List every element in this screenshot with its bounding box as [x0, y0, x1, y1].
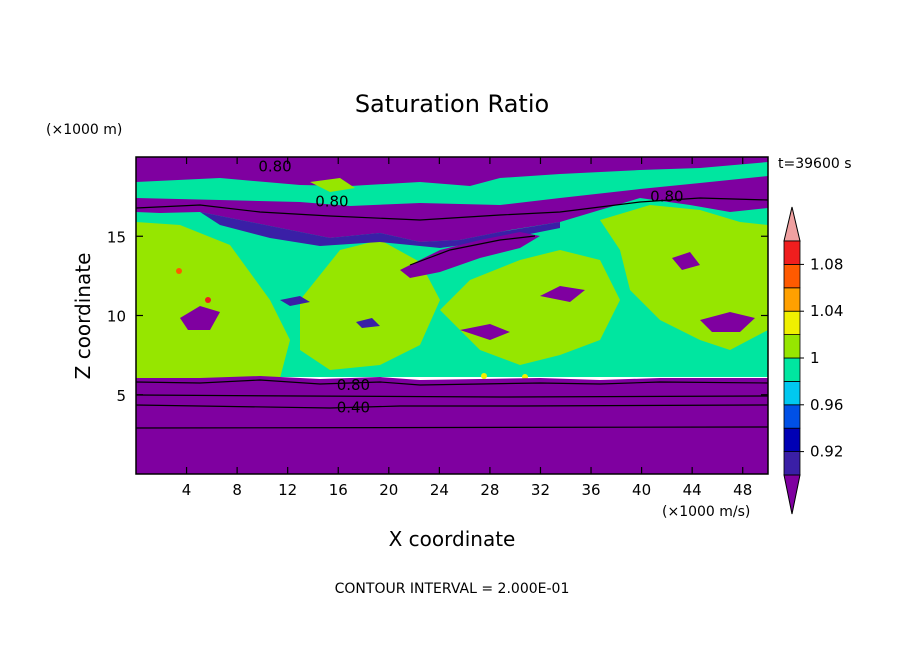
colorbar-label: 0.96: [810, 396, 843, 414]
dry-streak: [400, 232, 540, 278]
colorbar-segment: [783, 380, 801, 406]
green-strip: [136, 162, 768, 206]
dry-streak: [460, 324, 510, 340]
contour-label: 0.80: [258, 158, 291, 176]
colorbar-segment: [783, 427, 801, 453]
x-tick-label: 4: [182, 481, 192, 499]
colorbar-label: 1.04: [810, 302, 843, 320]
dry-streak: [180, 306, 220, 330]
x-axis-ticks: 4 8 12 16 20 24 28 32 36 40 44 48: [182, 157, 752, 499]
contour-label: 0.80: [650, 188, 683, 206]
contour-line: [136, 394, 768, 398]
contour-labels: 0.80 0.80 0.80 0.80 0.40: [258, 158, 683, 417]
contour-label: 0.40: [337, 398, 370, 416]
saturation-field: [136, 157, 768, 474]
colorbar-segment: [783, 240, 801, 265]
x-tick-label: 24: [430, 481, 449, 499]
contour-line: [136, 404, 768, 409]
x-tick-label: 32: [531, 481, 550, 499]
y-tick-label: 15: [107, 228, 126, 246]
contour-interval-footer: CONTOUR INTERVAL = 2.000E-01: [335, 581, 570, 597]
upper-blue-band: [200, 212, 560, 248]
colorbar-label: 0.92: [810, 443, 843, 461]
y-tick-label: 10: [107, 308, 126, 326]
contour-line: [136, 197, 768, 221]
x-tick-label: 36: [581, 481, 600, 499]
colorbar-top-arrow: [783, 206, 801, 242]
y-unit-label: (×1000 m): [46, 122, 122, 138]
wet-spot: [481, 373, 487, 379]
wet-spot: [205, 297, 211, 303]
colorbar-bottom-arrow: [783, 474, 801, 515]
x-tick-label: 40: [632, 481, 651, 499]
colorbar-segment: [783, 263, 801, 289]
field-patch: [136, 222, 290, 378]
x-unit-label: (×1000 m/s): [662, 504, 750, 520]
colorbar: 0.92 0.96 1 1.04 1.08: [783, 206, 843, 515]
x-tick-label: 20: [379, 481, 398, 499]
colorbar-segment: [783, 404, 801, 429]
x-tick-label: 28: [480, 481, 499, 499]
dry-streak: [700, 312, 755, 332]
contour-line: [136, 379, 768, 386]
lower-dry-layer: [136, 376, 768, 474]
x-tick-label: 16: [329, 481, 348, 499]
dry-streak: [280, 296, 310, 306]
y-axis-ticks: 5 10 15: [107, 228, 768, 405]
x-tick-label: 44: [683, 481, 702, 499]
x-tick-label: 8: [232, 481, 242, 499]
colorbar-label: 1.08: [810, 255, 843, 273]
x-tick-label: 12: [278, 481, 297, 499]
time-label: t=39600 s: [778, 156, 852, 172]
colorbar-segment: [783, 357, 801, 382]
contour-line: [136, 426, 768, 429]
chart-title: Saturation Ratio: [355, 90, 549, 118]
x-tick-label: 48: [733, 481, 752, 499]
y-tick-label: 5: [116, 387, 126, 405]
green-strip: [310, 178, 355, 192]
colorbar-segment: [783, 310, 801, 336]
y-axis-label: Z coordinate: [71, 253, 95, 380]
colorbar-segment: [783, 334, 801, 359]
dry-streak: [356, 318, 380, 328]
contour-line: [409, 235, 536, 266]
colorbar-segment: [783, 287, 801, 312]
dry-streak: [540, 286, 585, 302]
colorbar-segment: [783, 451, 801, 476]
x-axis-label: X coordinate: [389, 527, 516, 551]
contour-label: 0.80: [337, 376, 370, 394]
wet-spot: [176, 268, 182, 274]
dry-streak: [672, 252, 700, 270]
colorbar-label: 1: [810, 349, 820, 367]
contour-label: 0.80: [315, 192, 348, 210]
